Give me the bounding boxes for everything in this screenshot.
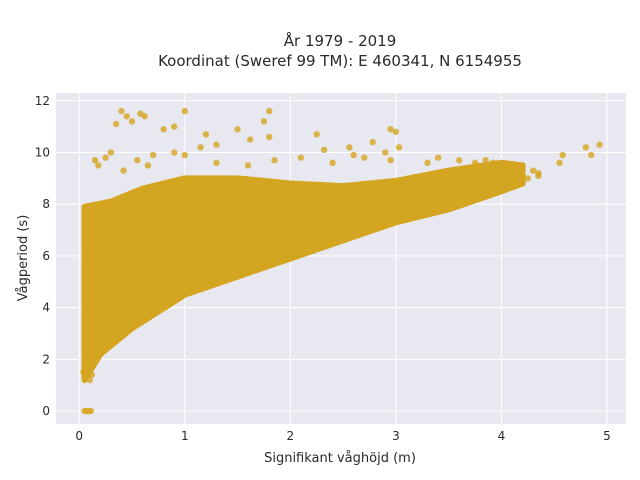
data-point: [535, 172, 542, 179]
data-point: [171, 149, 178, 156]
data-point: [456, 157, 463, 164]
data-point: [519, 180, 526, 187]
y-axis-ticks: 0 2 4 6 8 10 12: [35, 94, 50, 418]
y-tick-label: 0: [42, 404, 50, 418]
data-point: [128, 118, 136, 125]
x-tick-label: 4: [498, 429, 506, 443]
data-point: [107, 149, 115, 156]
data-points: [80, 107, 603, 415]
data-point: [87, 407, 95, 415]
data-point: [247, 136, 254, 143]
data-point: [84, 361, 91, 368]
data-point: [134, 157, 141, 164]
data-point: [181, 151, 188, 159]
data-point: [313, 131, 320, 138]
data-point: [361, 154, 368, 161]
data-point: [519, 162, 526, 169]
chart-title-line1: År 1979 - 2019: [284, 31, 397, 50]
x-tick-label: 5: [603, 429, 611, 443]
data-point: [424, 190, 431, 198]
x-tick-label: 1: [181, 429, 189, 443]
x-tick-label: 0: [75, 429, 83, 443]
y-tick-label: 2: [42, 352, 50, 366]
data-point: [508, 172, 516, 179]
data-point: [392, 128, 400, 135]
data-point: [213, 141, 220, 148]
data-point: [260, 118, 268, 125]
data-point: [503, 162, 510, 169]
data-point: [482, 157, 489, 164]
data-point: [498, 164, 505, 172]
y-tick-label: 10: [35, 145, 50, 159]
data-point: [456, 195, 463, 203]
data-point: [91, 157, 99, 164]
data-point: [487, 175, 495, 182]
data-point: [424, 159, 431, 167]
data-point: [88, 371, 96, 379]
data-point: [329, 159, 336, 167]
data-point: [350, 151, 357, 159]
data-point: [387, 157, 394, 164]
chart-title-line2: Koordinat (Sweref 99 TM): E 460341, N 61…: [158, 52, 522, 70]
x-tick-label: 3: [392, 429, 400, 443]
y-axis-label: Vågperiod (s): [16, 215, 31, 302]
data-point: [403, 198, 410, 205]
data-point: [213, 159, 220, 167]
data-point: [86, 376, 93, 384]
data-point: [596, 141, 603, 148]
data-point: [120, 167, 127, 174]
data-point: [524, 175, 532, 182]
data-point: [197, 144, 204, 151]
x-tick-label: 2: [287, 429, 295, 443]
data-point: [471, 159, 479, 167]
y-tick-label: 12: [35, 94, 50, 108]
data-point: [477, 188, 484, 195]
data-point: [202, 131, 210, 138]
data-point: [234, 126, 241, 133]
data-point: [160, 126, 167, 133]
data-point: [95, 162, 102, 169]
data-point: [346, 144, 353, 151]
data-point: [369, 138, 376, 146]
data-point: [387, 126, 394, 133]
data-point: [118, 107, 125, 115]
data-point: [266, 107, 273, 115]
data-point: [320, 146, 328, 154]
data-point: [556, 159, 563, 167]
x-axis-ticks: 0 1 2 3 4 5: [75, 429, 610, 443]
data-point: [149, 151, 157, 159]
y-tick-label: 6: [42, 249, 50, 263]
data-point: [297, 154, 305, 161]
data-point: [123, 113, 130, 120]
data-point: [559, 151, 566, 159]
data-point: [171, 123, 178, 130]
data-point: [434, 154, 442, 161]
data-point: [271, 157, 278, 164]
data-point: [489, 159, 497, 167]
data-point: [181, 107, 188, 115]
y-tick-label: 8: [42, 197, 50, 211]
data-point: [112, 120, 120, 128]
data-point: [102, 154, 109, 161]
data-point: [395, 144, 403, 151]
y-tick-label: 4: [42, 301, 50, 315]
data-point: [466, 180, 473, 187]
data-point: [244, 162, 252, 169]
data-point: [80, 369, 87, 376]
x-axis-label: Signifikant våghöjd (m): [264, 451, 416, 466]
data-point: [587, 151, 595, 159]
data-point: [382, 149, 389, 156]
data-point: [529, 167, 537, 174]
data-point: [508, 167, 516, 174]
data-point: [144, 162, 152, 169]
data-point: [445, 185, 452, 192]
data-point: [582, 144, 590, 151]
data-point: [141, 113, 148, 120]
data-point: [498, 177, 505, 185]
data-point: [266, 133, 273, 141]
